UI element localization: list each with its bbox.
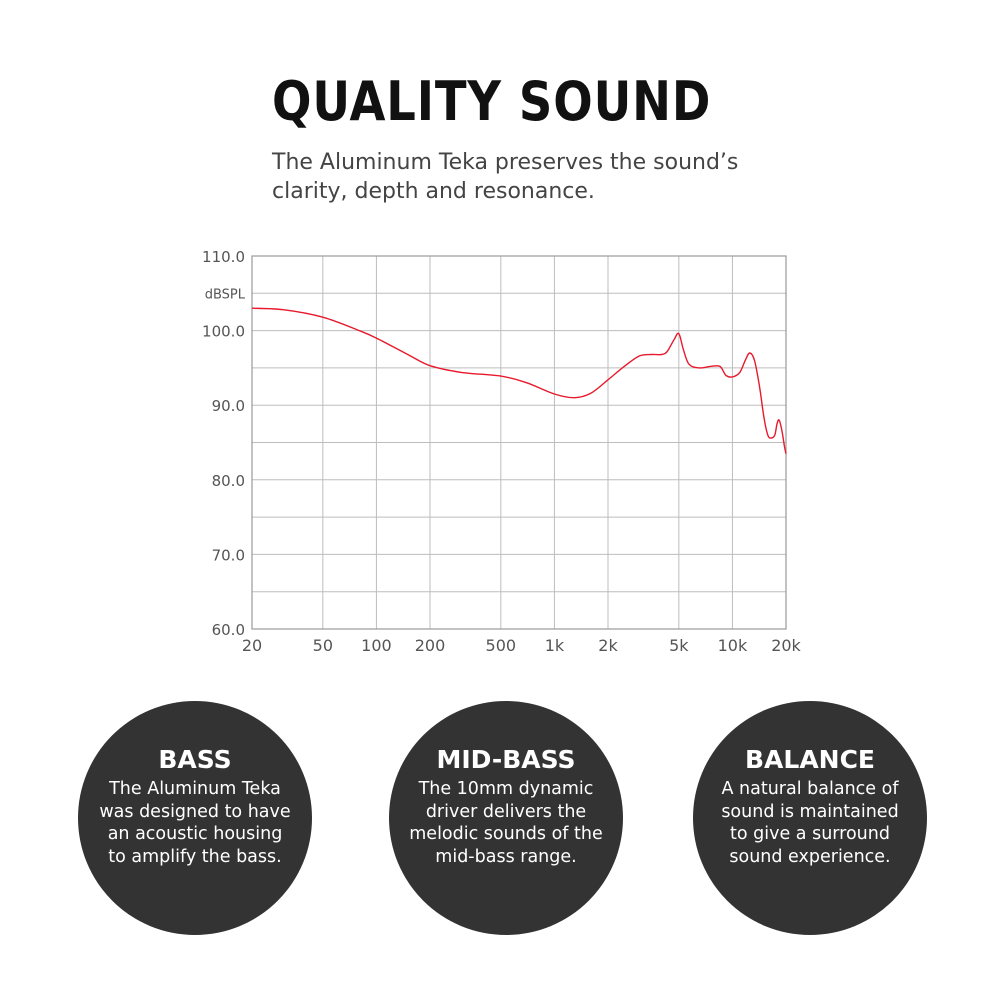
feature-circle-balance: BALANCE A natural balance of sound is ma… [693,701,927,935]
x-tick-label: 100 [361,636,392,655]
x-tick-label: 20k [771,636,801,655]
feature-title: BASS [158,745,232,774]
feature-circle-bass: BASS The Aluminum Teka was designed to h… [78,701,312,935]
feature-text: The Aluminum Teka was designed to have a… [99,779,291,867]
y-tick-label: 60.0 [212,621,245,639]
feature-circle-mid-bass: MID-BASS The 10mm dynamic driver deliver… [389,701,623,935]
feature-title: BALANCE [744,745,876,774]
page-subtitle: The Aluminum Teka preserves the sound’s … [272,150,739,204]
feature-text: A natural balance of sound is maintained… [721,779,899,867]
y-tick-label: 90.0 [212,397,245,415]
x-tick-label: 2k [598,636,618,655]
y-tick-label: 100.0 [202,323,245,341]
feature-title: MID-BASS [436,745,576,774]
x-tick-label: 50 [313,636,333,655]
x-tick-label: 200 [415,636,446,655]
chart-frame [251,255,787,630]
y-tick-label: 110.0 [202,248,245,266]
y-tick-label: 70.0 [212,546,245,564]
chart-ticks: 110.0 100.0 90.0 80.0 70.0 60.0 dBSPL 20 50 100 20… [202,248,802,655]
x-tick-label: 5k [669,636,689,655]
x-tick-label: 10k [718,636,748,655]
frequency-response-line [251,307,787,454]
page-title: QUALITY SOUND [272,70,712,133]
chart-series [251,307,787,454]
frequency-response-chart: 110.0 100.0 90.0 80.0 70.0 60.0 dBSPL 20 50 100 20… [202,248,802,655]
y-axis-label: dBSPL [205,287,246,302]
chart-grid [251,255,787,630]
x-tick-label: 1k [545,636,565,655]
y-tick-label: 80.0 [212,472,245,490]
feature-text: The 10mm dynamic driver delivers the mel… [409,779,603,867]
x-tick-label: 500 [486,636,517,655]
x-tick-label: 20 [242,636,262,655]
